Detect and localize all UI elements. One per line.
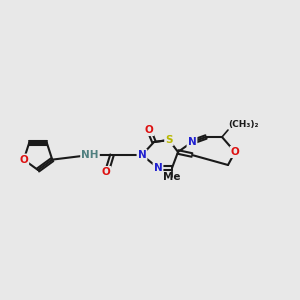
Text: N: N	[138, 150, 146, 160]
Text: O: O	[231, 147, 239, 157]
Text: O: O	[102, 167, 110, 177]
Text: N: N	[154, 163, 162, 173]
Text: O: O	[20, 154, 28, 165]
Text: NH: NH	[81, 150, 99, 160]
Text: (CH₃)₂: (CH₃)₂	[228, 121, 259, 130]
Text: S: S	[165, 135, 173, 145]
Text: O: O	[145, 125, 153, 135]
Text: N: N	[188, 137, 196, 147]
Text: Me: Me	[163, 172, 181, 182]
